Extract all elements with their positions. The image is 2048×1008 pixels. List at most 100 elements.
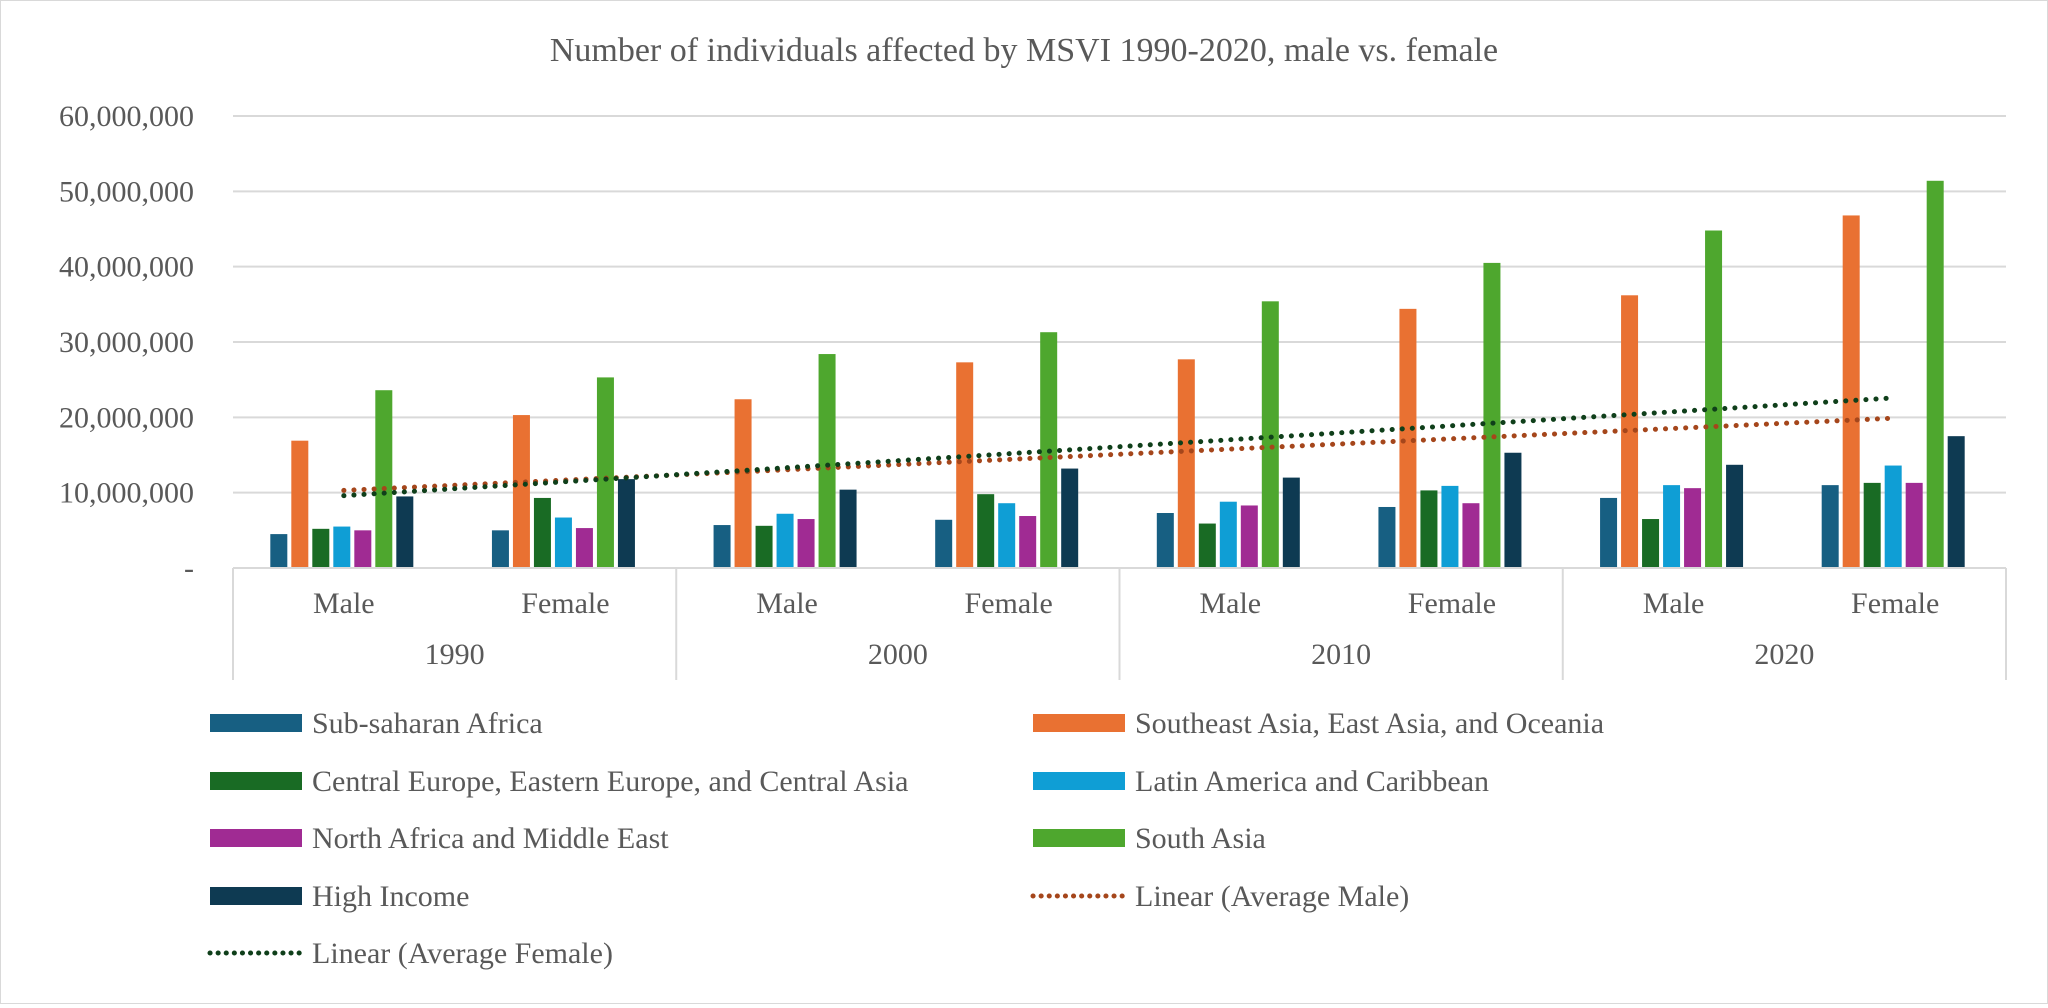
bar-south-asia [1705,230,1723,569]
bar-north-africa-and-middle-east [1462,503,1480,568]
x-tick-label: Male [1199,587,1261,620]
bar-southeast-asia-east-asia-and-oceania [1621,295,1639,568]
bar-central-europe-eastern-europe-and-central-asia [533,497,551,568]
x-tick-label: Male [1643,587,1705,620]
bar-southeast-asia-east-asia-and-oceania [291,440,309,568]
bar-sub-saharan-africa [713,525,731,568]
bar-high-income [617,479,635,568]
x-tick-label: Male [313,587,375,620]
legend-label: High Income [312,880,469,913]
y-tick-label: - [184,552,194,585]
bar-high-income [1947,436,1965,568]
legend-item: Linear (Average Male) [1030,880,1409,913]
bar-central-europe-eastern-europe-and-central-asia [1420,490,1438,568]
bar-latin-america-and-caribbean [333,526,351,568]
chart-title: Number of individuals affected by MSVI 1… [550,32,1498,69]
bar-south-asia [1483,262,1501,568]
bar-southeast-asia-east-asia-and-oceania [1399,308,1417,568]
y-tick-label: 40,000,000 [59,251,194,284]
trendline [341,415,1898,493]
bar-southeast-asia-east-asia-and-oceania [734,399,752,568]
bar-central-europe-eastern-europe-and-central-asia [1642,519,1660,568]
bar-north-africa-and-middle-east [1240,505,1258,568]
legend-label: South Asia [1135,822,1266,855]
bar-sub-saharan-africa [1378,506,1396,568]
bar-south-asia [1261,301,1279,568]
bar-southeast-asia-east-asia-and-oceania [1177,359,1195,568]
bar-central-europe-eastern-europe-and-central-asia [312,528,330,568]
x-tick-label: Female [965,587,1053,620]
bar-south-asia [1926,180,1944,568]
legend-label: North Africa and Middle East [312,822,669,855]
bar-central-europe-eastern-europe-and-central-asia [977,494,995,568]
bar-south-asia [818,354,836,568]
y-tick-label: 50,000,000 [59,175,194,208]
legend-swatch [210,887,302,905]
bar-central-europe-eastern-europe-and-central-asia [1863,482,1881,568]
x-tick-label: Female [1408,587,1496,620]
bar-north-africa-and-middle-east [575,528,593,568]
bar-north-africa-and-middle-east [1019,516,1037,568]
x-tick-label: Female [1851,587,1939,620]
legend-item: South Asia [1033,822,1266,855]
bar-high-income [396,496,414,568]
bar-central-europe-eastern-europe-and-central-asia [755,525,773,568]
bar-sub-saharan-africa [935,519,953,568]
x-tick-label: Female [521,587,609,620]
bar-south-asia [375,390,393,568]
bar-north-africa-and-middle-east [797,519,815,568]
year-label: 2020 [1754,638,1814,671]
bar-latin-america-and-caribbean [1441,485,1459,568]
legend-label: Linear (Average Male) [1135,880,1409,913]
legend-label: Latin America and Caribbean [1135,765,1489,798]
bar-high-income [1061,468,1079,568]
bar-sub-saharan-africa [491,530,509,568]
bar-southeast-asia-east-asia-and-oceania [1842,215,1860,568]
bar-latin-america-and-caribbean [776,513,794,568]
bar-southeast-asia-east-asia-and-oceania [956,362,974,568]
legend-swatch [210,829,302,847]
bar-latin-america-and-caribbean [1219,501,1237,568]
y-tick-label: 60,000,000 [59,100,194,133]
legend-item: Southeast Asia, East Asia, and Oceania [1033,707,1604,740]
bar-sub-saharan-africa [1600,497,1618,568]
y-tick-label: 30,000,000 [59,326,194,359]
legend-label: Southeast Asia, East Asia, and Oceania [1135,707,1604,740]
trendline [341,395,1898,499]
legend-item: Central Europe, Eastern Europe, and Cent… [210,765,908,798]
bar-high-income [1726,464,1744,568]
year-label: 1990 [425,638,485,671]
legend-item: North Africa and Middle East [210,822,669,855]
bar-latin-america-and-caribbean [554,517,572,568]
legend-swatch [1033,829,1125,847]
bar-southeast-asia-east-asia-and-oceania [512,415,530,568]
bar-sub-saharan-africa [1821,485,1839,568]
x-tick-label: Male [756,587,818,620]
bar-latin-america-and-caribbean [1663,485,1681,568]
bar-latin-america-and-caribbean [998,503,1016,568]
bar-north-africa-and-middle-east [1905,482,1923,568]
bar-north-africa-and-middle-east [1684,488,1702,568]
bar-high-income [1282,477,1300,568]
legend-label: Sub-saharan Africa [312,707,543,740]
legend-swatch [210,714,302,732]
bar-latin-america-and-caribbean [1884,465,1902,568]
bar-south-asia [596,377,614,568]
legend-item: Latin America and Caribbean [1033,765,1489,798]
bar-sub-saharan-africa [1156,513,1174,568]
bar-high-income [1504,452,1522,568]
bar-north-africa-and-middle-east [354,530,372,568]
legend-item: Sub-saharan Africa [210,707,543,740]
bar-central-europe-eastern-europe-and-central-asia [1198,523,1216,568]
legend-item: High Income [210,880,469,913]
y-tick-label: 20,000,000 [59,401,194,434]
y-tick-label: 10,000,000 [59,477,194,510]
bar-high-income [839,489,857,568]
bar-sub-saharan-africa [270,534,288,568]
legend-swatch [210,772,302,790]
year-label: 2000 [868,638,928,671]
year-label: 2010 [1311,638,1371,671]
legend-label: Central Europe, Eastern Europe, and Cent… [312,765,908,798]
